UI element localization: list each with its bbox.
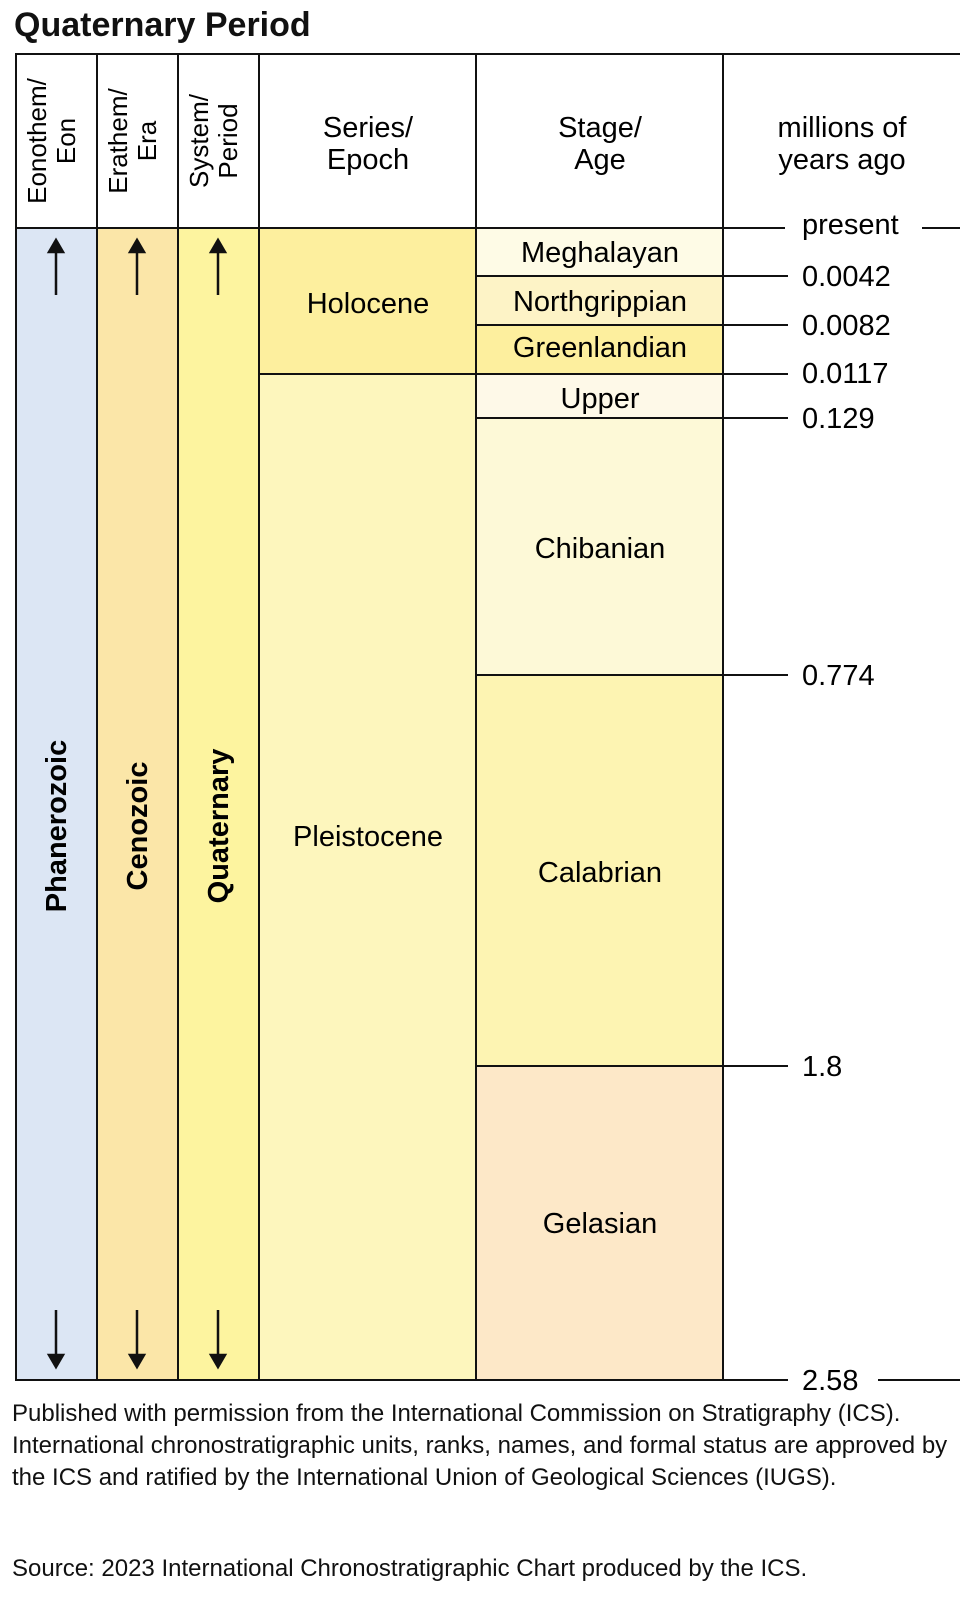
header-eon-line1: Eonothem/ [22,77,52,204]
stage-calabrian: Calabrian [538,857,662,889]
header-age-line2: Age [574,144,626,176]
era-column-fill [97,228,178,1380]
stage-chibanian: Chibanian [535,533,666,565]
era-label: Cenozoic [122,762,154,891]
header-eon-line2: Eon [51,118,81,164]
stage-greenlandian: Greenlandian [513,332,687,364]
table-grid [15,53,724,1381]
header-epoch-line1: Series/ [323,112,414,144]
stage-gelasian: Gelasian [543,1208,657,1240]
era-down-arrow-icon [127,1310,147,1370]
stage-meghalayan: Meghalayan [521,237,679,269]
period-column-fill [178,228,259,1380]
header-era-line2: Era [132,120,162,161]
source-note: Source: 2023 International Chronostratig… [12,1555,808,1582]
gelasian-fill [476,1066,723,1380]
period-label: Quaternary [203,749,235,904]
pleistocene-fill [259,374,476,1380]
boundary-0-774: 0.774 [802,660,875,692]
boundary-0-0042: 0.0042 [802,261,891,293]
greenlandian-fill [476,325,723,374]
eon-down-arrow-icon [46,1310,66,1370]
meghalayan-fill [476,228,723,276]
boundary-1-8: 1.8 [802,1051,842,1083]
eon-column-fill [16,228,97,1380]
boundary-2-58: 2.58 [802,1365,858,1397]
permission-note: Published with permission from the Inter… [12,1400,948,1491]
eon-label: Phanerozoic [41,740,73,912]
header-period-line1: System/ [184,93,214,188]
boundary-0-0117: 0.0117 [802,358,889,390]
era-up-arrow-icon [127,237,147,295]
period-up-arrow-icon [208,237,228,295]
chibanian-fill [476,418,723,675]
boundary-0-0082: 0.0082 [802,310,891,342]
eon-up-arrow-icon [46,237,66,295]
calabrian-fill [476,675,723,1066]
header-epoch-line2: Epoch [327,144,409,176]
upper-fill [476,374,723,418]
epoch-pleistocene: Pleistocene [293,821,443,853]
period-down-arrow-icon [208,1310,228,1370]
arrows [46,237,228,1370]
boundary-lines [476,53,960,1381]
northgrippian-fill [476,276,723,325]
header-period-line2: Period [213,103,243,178]
header-mya-line1: millions of [778,112,908,144]
boundary-0-129: 0.129 [802,403,875,435]
epoch-holocene: Holocene [307,288,430,320]
boundary-present: present [802,209,899,241]
header-mya-line2: years ago [778,144,905,176]
header-age-line1: Stage/ [558,112,643,144]
stage-upper: Upper [561,383,640,415]
header-era-line1: Erathem/ [103,87,133,193]
stage-northgrippian: Northgrippian [513,286,687,318]
chart-title: Quaternary Period [14,6,311,44]
holocene-fill [259,228,476,374]
